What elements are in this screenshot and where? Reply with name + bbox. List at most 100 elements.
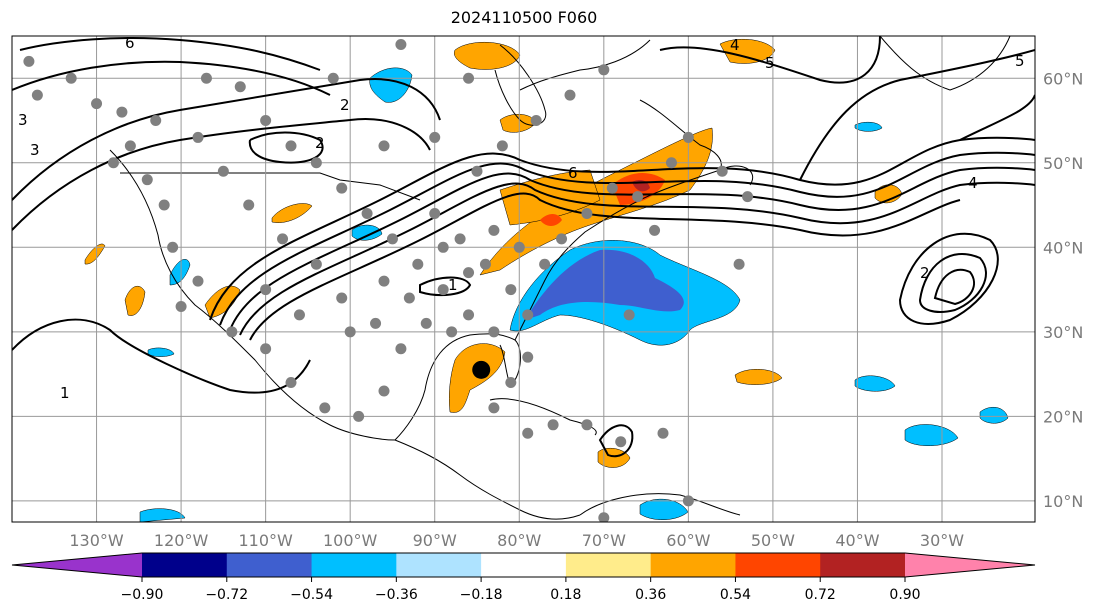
station-dot (632, 191, 644, 203)
latitude-tick-label: 40°N (1043, 238, 1083, 257)
storm-center-marker (472, 360, 491, 379)
station-dot (378, 275, 390, 287)
positive-anomaly-gulf (448, 343, 506, 413)
station-dot (167, 241, 179, 253)
colorbar-segment (481, 553, 567, 577)
contour-label: 6 (568, 164, 578, 182)
greenland (879, 36, 1011, 91)
station-dot (386, 233, 398, 245)
contour-jet-1 (209, 136, 1035, 321)
negative-anomaly-atl3 (979, 406, 1009, 424)
longitude-tick-label: 30°W (920, 531, 964, 550)
contour-label: 2 (920, 264, 930, 282)
station-dot (336, 292, 348, 304)
colorbar-segment (820, 553, 906, 577)
station-dot (479, 258, 491, 270)
positive-anomaly-top2 (719, 38, 776, 64)
contour-label: 2 (340, 96, 350, 114)
station-dot (488, 224, 500, 236)
colorbar-extend-min (12, 553, 142, 577)
station-dot (649, 224, 661, 236)
station-dot (293, 309, 305, 321)
latitude-tick-label: 10°N (1043, 492, 1083, 511)
colorbar-tick-label: 0.72 (805, 587, 836, 603)
negative-anomaly-pacific (139, 508, 186, 522)
contour-sw-1 (12, 318, 311, 394)
contour-top-left (19, 37, 321, 71)
positive-anomaly-top1 (454, 41, 521, 70)
contour-low-2 (248, 131, 324, 164)
colorbar-segment (226, 553, 313, 577)
station-dot (124, 140, 136, 152)
station-dot (530, 115, 542, 127)
colorbar-tick-label: −0.72 (205, 587, 248, 603)
contour-west-ridge (12, 78, 441, 201)
central-america (394, 439, 581, 520)
station-dot (378, 140, 390, 152)
cuba (489, 398, 597, 436)
station-dot (463, 267, 475, 279)
latitude-tick-label: 30°N (1043, 323, 1083, 342)
station-dot (370, 317, 382, 329)
station-dot (91, 98, 103, 110)
positive-anomaly-baja (124, 285, 146, 316)
station-dot (496, 140, 508, 152)
station-dot (615, 436, 627, 448)
negative-anomaly-atl1 (854, 375, 896, 392)
longitude-labels: 130°W 120°W 110°W 100°W 90°W 80°W 70°W 60°W 50°W… (69, 531, 964, 550)
station-dot (598, 64, 610, 76)
colorbar-tick-label: −0.54 (290, 587, 333, 603)
longitude-tick-label: 130°W (69, 531, 124, 550)
station-dot (606, 182, 618, 194)
station-dot (513, 241, 525, 253)
colorbar-tick-label: −0.90 (121, 587, 164, 603)
station-dot (547, 419, 559, 431)
station-dot (277, 233, 289, 245)
contour-label: 5 (765, 54, 775, 72)
latitude-tick-label: 60°N (1043, 69, 1083, 88)
station-dot (598, 512, 610, 522)
contour-west-ridge-2 (12, 118, 431, 231)
longitude-tick-label: 60°W (666, 531, 710, 550)
station-dot (65, 72, 77, 84)
contour-label: 4 (730, 36, 740, 54)
map-background (12, 36, 1035, 522)
north-america-interior-border (120, 172, 421, 201)
contour-jet-4 (239, 181, 1035, 336)
colorbar-segment (311, 553, 397, 577)
station-dot (403, 292, 415, 304)
station-dot (327, 72, 339, 84)
longitude-tick-label: 40°W (835, 531, 879, 550)
station-dot (682, 495, 694, 507)
negative-anomaly-north (369, 67, 413, 103)
negative-anomaly-nm (169, 259, 191, 286)
station-markers (23, 38, 754, 522)
colorbar-segment (396, 553, 482, 577)
station-dot (623, 309, 635, 321)
strong-anomaly-ne2 (540, 214, 562, 226)
colorbar-tick-label: −0.18 (460, 587, 503, 603)
contour-top-left-2 (12, 60, 331, 96)
station-dot (158, 199, 170, 211)
station-dot (488, 402, 500, 414)
contour-label: 6 (125, 34, 135, 52)
colorbar-tick-label: −0.36 (375, 587, 418, 603)
station-dot (395, 343, 407, 355)
colorbar-segment (142, 553, 228, 577)
contour-gulf-low (419, 276, 472, 297)
station-dot (175, 300, 187, 312)
colorbar-tick-label: 0.90 (889, 587, 920, 603)
contour-label: 4 (968, 174, 978, 192)
station-dot (454, 233, 466, 245)
map-frame (11, 35, 1036, 523)
canada-east (519, 39, 722, 171)
longitude-tick-label: 120°W (154, 531, 209, 550)
station-dot (310, 258, 322, 270)
station-dot (336, 182, 348, 194)
shaded-anomalies (84, 38, 1009, 522)
station-dot (682, 131, 694, 143)
station-dot (716, 165, 728, 177)
contour-labels: 6 5 4 3 2 1 6 2 1 2 3 4 5 (18, 34, 1025, 402)
station-dot (581, 419, 593, 431)
